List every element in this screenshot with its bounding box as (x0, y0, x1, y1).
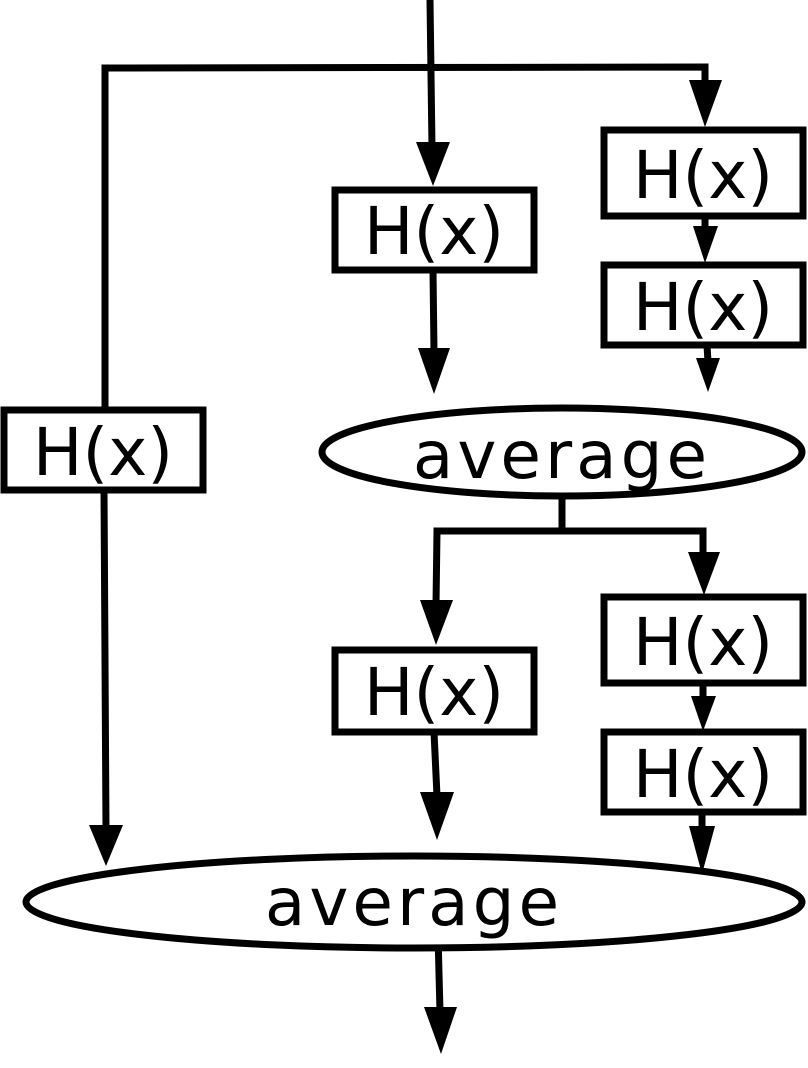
arrowhead-into-average-bottom-left (89, 825, 123, 866)
h-box-right-top-1: H(x) (600, 126, 807, 220)
h-box-right-bottom-2: H(x) (600, 728, 807, 816)
arrowhead-into-h-right-top-2 (693, 226, 718, 263)
arrowhead-into-average-top-mid (418, 348, 450, 394)
split-line-top (101, 63, 709, 89)
h-box-mid-bottom: H(x) (331, 646, 538, 736)
h-box-right-bottom-1-label: H(x) (633, 604, 773, 681)
left-to-bottom-average-line (100, 486, 110, 834)
average-split-line (433, 493, 707, 559)
average-node-bottom: average (22, 852, 806, 952)
arrowhead-into-h-right-bottom (688, 552, 720, 595)
input-line (426, 0, 436, 152)
arrowhead-into-h-right-top (689, 80, 722, 127)
h-box-mid-bottom-label: H(x) (364, 654, 504, 731)
h-mid-top-to-average-line (429, 266, 438, 356)
arrowhead-into-h-mid-top (416, 142, 450, 186)
arrowhead-into-average-bottom-right (689, 826, 715, 874)
arrowhead-into-average-bottom-mid (420, 792, 454, 840)
h-box-right-top-1-label: H(x) (633, 137, 773, 214)
h-box-right-top-2: H(x) (600, 261, 807, 349)
arrowhead-into-h-mid-bottom (420, 600, 453, 645)
h-box-right-top-2-label: H(x) (633, 269, 773, 346)
average-node-top-label: average (413, 417, 711, 494)
average-node-top: average (318, 404, 806, 500)
h-box-mid-top-label: H(x) (364, 193, 504, 270)
h-box-right-bottom-2-label: H(x) (633, 736, 773, 813)
h-box-right-bottom-1: H(x) (600, 593, 807, 687)
h-box-mid-top: H(x) (331, 186, 538, 274)
arrowhead-into-average-top-right (696, 358, 720, 392)
arrowheads (89, 80, 722, 1054)
arrowhead-output (424, 1007, 457, 1054)
split-to-h-mid-bottom-line (432, 527, 441, 609)
average-node-bottom-label: average (265, 864, 563, 941)
h-box-left: H(x) (0, 406, 207, 494)
h-box-left-label: H(x) (33, 414, 173, 491)
arrowhead-into-h-right-bottom-2 (691, 696, 716, 731)
h-mid-bottom-to-average-line (430, 728, 441, 800)
